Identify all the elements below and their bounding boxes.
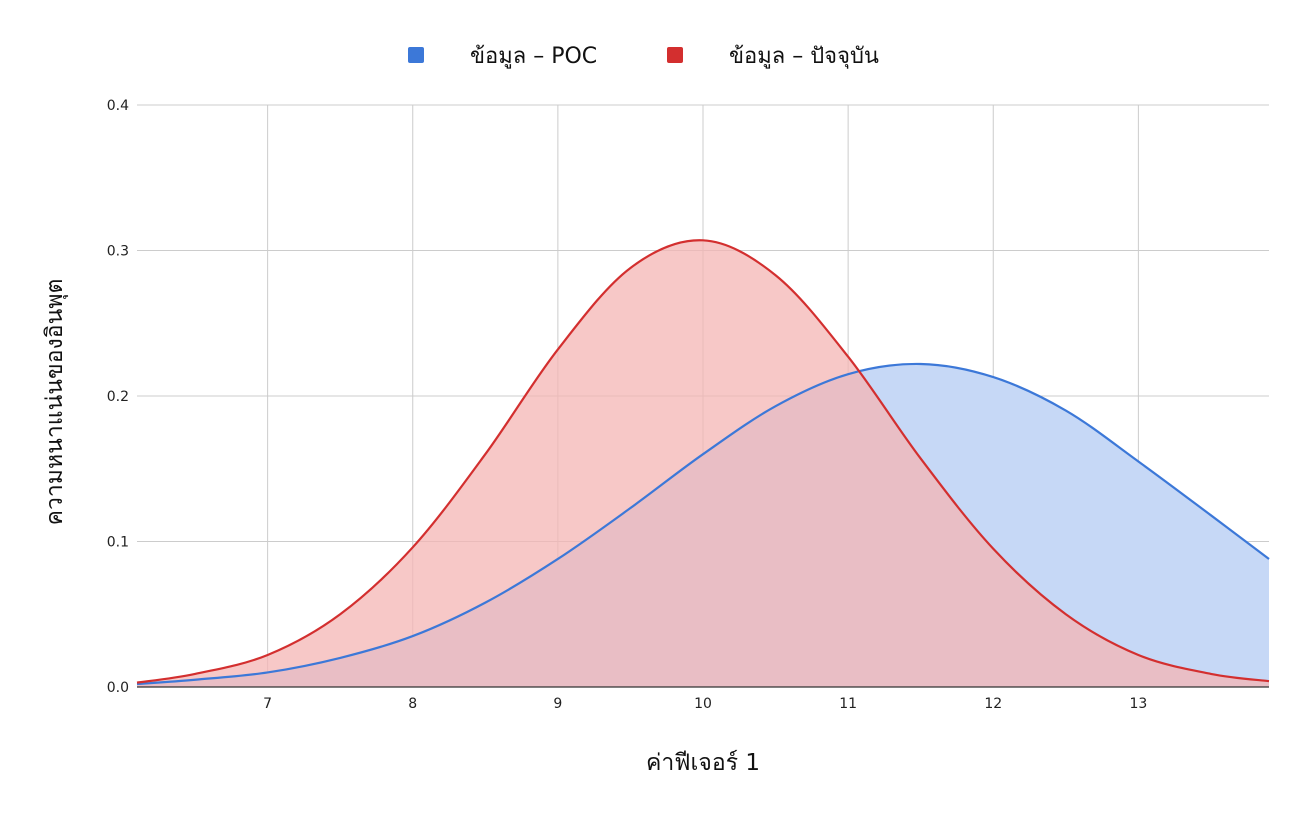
- legend-label-2: ข้อมูล – ปัจจุบัน: [729, 44, 879, 69]
- x-tick-label: 9: [553, 696, 562, 712]
- x-tick-label: 12: [984, 696, 1002, 712]
- series-lines: [136, 239, 1270, 686]
- legend: ข้อมูล – POC ข้อมูล – ปัจจุบัน: [408, 44, 879, 69]
- y-tick-label: 0.2: [107, 389, 129, 405]
- y-tick-label: 0.4: [107, 98, 129, 114]
- legend-swatch-2: [667, 47, 683, 63]
- series-areas: [137, 240, 1269, 688]
- x-tick-label: 7: [263, 696, 272, 712]
- x-tick-label: 11: [839, 696, 857, 712]
- x-tick-label: 10: [694, 696, 712, 712]
- axes: 0.0 0.1 0.2 0.3 0.4 7 8 9 10 11 12 13: [107, 98, 1269, 712]
- x-axis-title: ค่าฟีเจอร์ 1: [646, 749, 760, 776]
- legend-label-1: ข้อมูล – POC: [470, 44, 597, 69]
- legend-swatch-1: [408, 47, 424, 63]
- y-axis-title: ความหนาแน่นของอินพุต: [42, 279, 68, 526]
- x-tick-label: 8: [408, 696, 417, 712]
- series-area-2: [137, 240, 1269, 688]
- series-line-2: [136, 239, 1270, 684]
- y-tick-label: 0.3: [107, 244, 129, 260]
- x-tick-label: 13: [1129, 696, 1147, 712]
- y-tick-label: 0.1: [107, 535, 129, 551]
- series-line-1: [136, 362, 1270, 686]
- y-tick-label: 0.0: [107, 680, 129, 696]
